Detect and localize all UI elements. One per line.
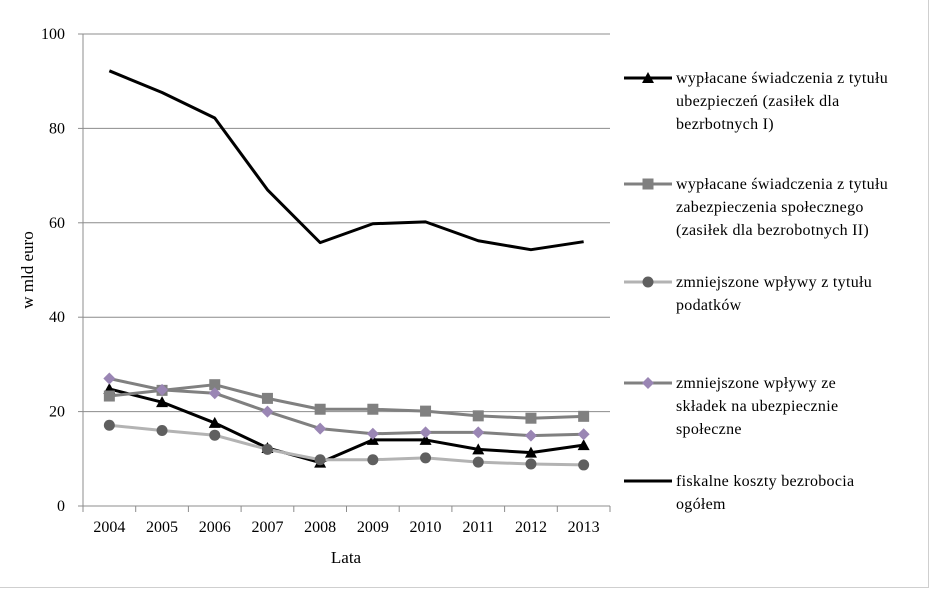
x-tick-label: 2008 <box>304 519 336 536</box>
x-axis-title: Lata <box>331 548 362 567</box>
data-point <box>103 419 115 431</box>
data-point <box>524 429 537 442</box>
legend-item-5: fiskalne koszty bezrobocia ogółem <box>624 473 854 513</box>
data-point <box>314 403 326 415</box>
series-line <box>109 423 584 467</box>
x-tick-label: 2004 <box>93 519 125 536</box>
data-point <box>366 427 379 440</box>
data-point <box>578 459 590 471</box>
x-tick-label: 2009 <box>357 519 389 536</box>
data-point <box>367 454 379 466</box>
data-point <box>261 392 273 404</box>
legend-label: składek na ubezpiecznie <box>676 398 838 415</box>
data-point <box>209 379 221 391</box>
data-point <box>472 456 484 468</box>
legend-item-1: wypłacane świadczenia z tytułu ubezpiecze… <box>624 70 888 133</box>
legend-label: zmniejszone wpływy z tytułu <box>676 274 872 291</box>
data-point <box>524 446 537 458</box>
y-tick-label: 100 <box>41 26 65 43</box>
data-point <box>261 443 273 455</box>
data-point <box>578 410 590 422</box>
legend-item-2: wypłacane świadczenia z tytułu zabezpiecz… <box>624 176 888 239</box>
y-tick-label: 0 <box>57 498 65 515</box>
x-tick-label: 2010 <box>410 519 442 536</box>
legend-label: (zasiłek dla bezrobotnych II) <box>676 222 869 239</box>
data-point <box>103 372 116 385</box>
data-point <box>156 383 169 396</box>
legend-marker <box>642 276 654 288</box>
data-point <box>419 426 432 439</box>
y-tick-label: 60 <box>49 215 65 232</box>
data-point <box>577 428 590 441</box>
series-4 <box>103 372 590 442</box>
legend-label: fiskalne koszty bezrobocia <box>676 473 854 490</box>
data-point <box>419 433 432 445</box>
data-point <box>208 387 221 400</box>
data-point <box>156 396 169 408</box>
data-point <box>261 405 274 418</box>
data-point <box>314 454 326 466</box>
legend-label: wypłacane świadczenia z tytułu <box>676 70 888 87</box>
data-point <box>525 412 537 424</box>
legend-marker <box>642 178 654 190</box>
y-tick-label: 40 <box>49 309 65 326</box>
data-point <box>525 458 537 470</box>
x-tick-label: 2011 <box>463 519 494 536</box>
legend-label: zmniejszone wpływy ze <box>676 375 836 392</box>
data-point <box>472 443 485 455</box>
data-point <box>420 405 432 417</box>
legend-label: zabezpieczenia społecznego <box>676 199 864 216</box>
legend-marker <box>642 72 654 83</box>
x-tick-label: 2007 <box>251 519 283 536</box>
y-tick-label: 80 <box>49 120 65 137</box>
y-tick-label: 20 <box>49 404 65 421</box>
x-tick-label: 2005 <box>146 519 178 536</box>
legend-item-3: zmniejszone wpływy z tytułu podatków <box>624 274 872 314</box>
legend-marker <box>642 377 654 389</box>
data-point <box>577 439 590 451</box>
data-point <box>209 429 221 441</box>
data-point <box>208 416 221 428</box>
legend-label: wypłacane świadczenia z tytułu <box>676 176 888 193</box>
x-tick-label: 2013 <box>568 519 600 536</box>
y-axis-title: w mld euro <box>18 231 37 308</box>
legend-label: podatków <box>676 297 742 314</box>
x-tick-label: 2006 <box>199 519 231 536</box>
legend-label: ogółem <box>676 496 726 513</box>
data-point <box>367 403 379 415</box>
series-5 <box>108 69 584 252</box>
legend-item-4: zmniejszone wpływy ze składek na ubezpiec… <box>624 375 838 438</box>
legend: wypłacane świadczenia z tytułu ubezpiecze… <box>624 70 888 513</box>
data-point <box>314 422 327 435</box>
legend-label: bezrbotnych I) <box>676 116 774 133</box>
axes: 0 20 40 60 80 100 2004 2005 2006 2007 2008 2009 2010… <box>41 26 611 536</box>
series-line <box>109 377 584 438</box>
gridlines <box>83 33 610 413</box>
legend-label: społeczne <box>676 421 742 438</box>
series-line <box>108 69 584 252</box>
data-point <box>472 410 484 422</box>
series-line <box>109 383 584 420</box>
series-layer <box>103 69 590 471</box>
legend-label: ubezpieczeń (zasiłek dla <box>676 93 840 110</box>
series-line <box>108 387 584 465</box>
data-point <box>103 390 115 402</box>
data-point <box>420 452 432 464</box>
data-point <box>156 424 168 436</box>
series-3 <box>103 419 590 471</box>
series-1 <box>103 382 590 468</box>
data-point <box>472 426 485 439</box>
x-tick-label: 2012 <box>515 519 547 536</box>
series-2 <box>103 379 590 424</box>
